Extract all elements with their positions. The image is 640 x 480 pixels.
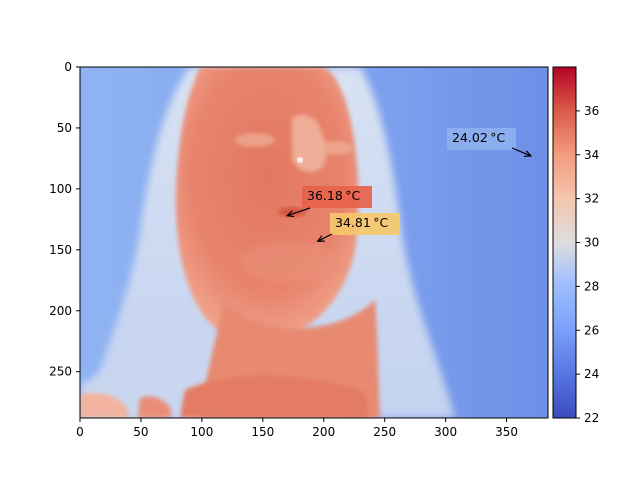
x-tick-label: 200 (312, 425, 335, 439)
image-frame (79, 66, 549, 419)
annotation-label: 34.81 °C (335, 215, 389, 230)
x-tick-label: 0 (76, 425, 84, 439)
x-tick-label: 50 (133, 425, 148, 439)
annotation-box (447, 128, 516, 150)
annotation-arrow (286, 207, 311, 217)
colorbar-tick-label: 28 (584, 279, 599, 293)
annotation-arrow (317, 233, 333, 242)
arrowhead-icon (285, 210, 295, 218)
colorbar-tick-label: 36 (584, 104, 599, 118)
colorbar-tick-label: 32 (584, 192, 599, 206)
annotation-box (330, 213, 400, 235)
thermal-image (80, 67, 548, 418)
x-tick-label: 300 (434, 425, 457, 439)
colorbar-tick-label: 26 (584, 323, 599, 337)
x-tick-label: 100 (190, 425, 213, 439)
annotation-label: 36.18 °C (307, 188, 361, 203)
y-tick-label: 150 (49, 243, 72, 257)
y-tick-label: 100 (49, 182, 72, 196)
y-tick-label: 200 (49, 304, 72, 318)
x-tick-label: 150 (251, 425, 274, 439)
temperature-annotation: 34.81 °C (316, 213, 400, 242)
x-tick-label: 350 (495, 425, 518, 439)
y-tick-label: 250 (49, 365, 72, 379)
y-axis: 0 50 100 150 200 250 (49, 60, 80, 379)
annotation-label: 24.02 °C (452, 130, 506, 145)
x-tick-label: 250 (373, 425, 396, 439)
annotation-box (302, 186, 372, 208)
temperature-annotations: 36.18 °C 34.81 °C 24.02 °C (285, 128, 533, 242)
y-tick-label: 50 (57, 121, 72, 135)
arrowhead-icon (523, 150, 533, 157)
temperature-annotation: 24.02 °C (447, 128, 533, 157)
temperature-annotation: 36.18 °C (285, 186, 372, 218)
colorbar-tick-label: 24 (584, 367, 599, 381)
colorbar-tick-label: 34 (584, 148, 599, 162)
colorbar: 22 24 26 28 30 32 34 36 (552, 66, 599, 425)
y-tick-label: 0 (64, 60, 72, 74)
annotation-arrow (511, 147, 532, 157)
arrowhead-icon (316, 235, 325, 242)
colorbar-tick-label: 22 (584, 411, 599, 425)
x-axis: 0 50 100 150 200 250 300 350 (76, 418, 518, 439)
colorbar-ticks: 22 24 26 28 30 32 34 36 (576, 104, 599, 425)
colorbar-gradient (552, 66, 577, 419)
colorbar-tick-label: 30 (584, 236, 599, 250)
